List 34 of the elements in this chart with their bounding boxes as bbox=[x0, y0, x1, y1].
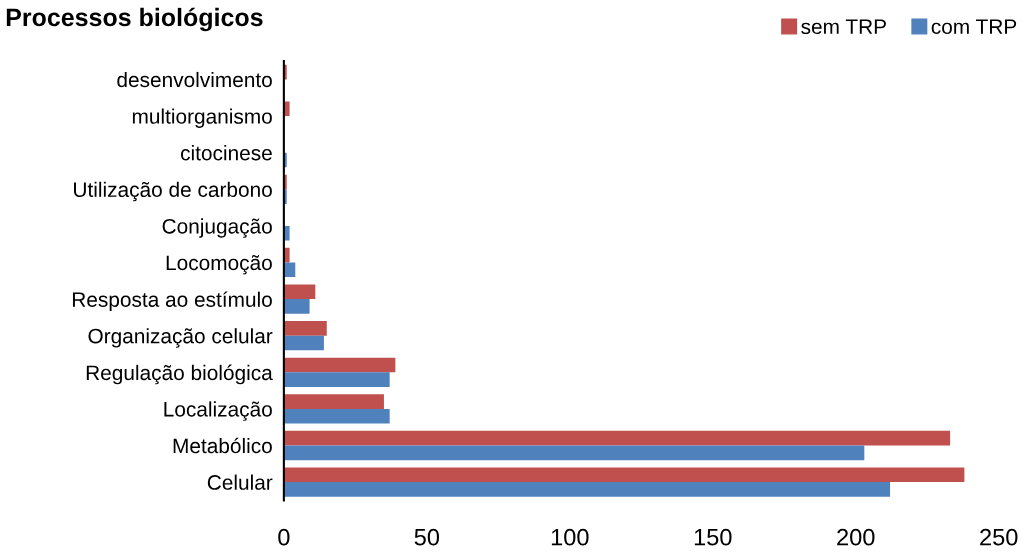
bar bbox=[283, 394, 384, 409]
bar bbox=[283, 299, 310, 314]
x-tick-label: 0 bbox=[278, 528, 290, 546]
y-tick-label: Utilização de carbono bbox=[74, 181, 272, 202]
legend-label: sem TRP bbox=[801, 19, 886, 35]
bar bbox=[283, 467, 965, 483]
x-tick-label: 50 bbox=[414, 528, 440, 546]
y-tick-label: multiorganismo bbox=[132, 108, 272, 128]
legend-label: com TRP bbox=[931, 19, 1017, 35]
y-tick-label: Locomoção bbox=[166, 255, 272, 275]
bar bbox=[283, 372, 390, 387]
bar bbox=[283, 262, 296, 278]
bar bbox=[283, 284, 316, 300]
y-tick-label: Resposta ao estímulo bbox=[72, 291, 272, 312]
y-tick-label: Organização celular bbox=[88, 328, 273, 348]
y-tick-label: Regulação biológica bbox=[86, 364, 273, 385]
y-tick-label: Metabólico bbox=[173, 437, 272, 454]
x-tick-label: 200 bbox=[837, 528, 875, 546]
y-tick-label: Celular bbox=[207, 474, 273, 490]
y-tick-label: citocinese bbox=[181, 145, 272, 161]
y-tick-label: Conjugação bbox=[162, 218, 272, 238]
chart-title: Processos biológicos bbox=[6, 7, 263, 32]
bar bbox=[283, 335, 324, 351]
x-tick-label: 250 bbox=[980, 528, 1018, 546]
bar bbox=[283, 321, 327, 336]
x-tick-label: 150 bbox=[694, 528, 732, 546]
x-tick-label: 100 bbox=[551, 528, 589, 546]
bar bbox=[283, 408, 390, 424]
y-tick-label: Localização bbox=[164, 401, 272, 421]
bar bbox=[283, 430, 951, 446]
bar bbox=[283, 445, 865, 461]
bar bbox=[283, 482, 891, 497]
y-tick-label: desenvolvimento bbox=[117, 71, 272, 88]
bar bbox=[283, 357, 396, 373]
